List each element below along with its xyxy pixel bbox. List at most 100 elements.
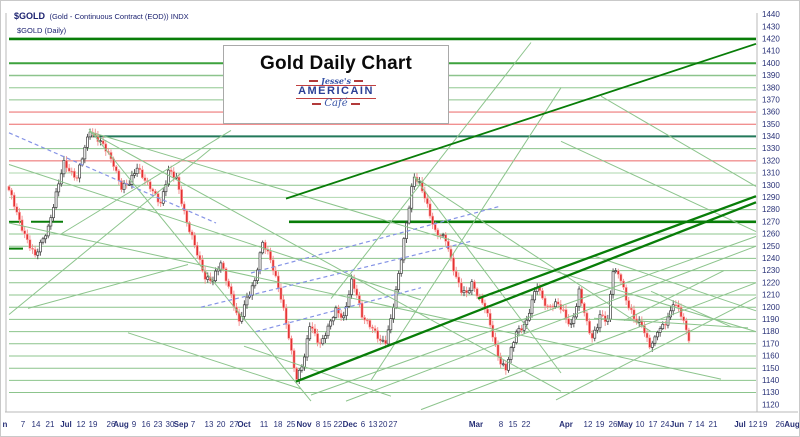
logo-left-dash-icon xyxy=(309,80,319,83)
svg-text:1220: 1220 xyxy=(762,278,780,287)
logo-cafe-text: Café xyxy=(324,97,348,109)
svg-text:20: 20 xyxy=(379,420,388,429)
svg-text:1340: 1340 xyxy=(762,132,780,141)
svg-text:27: 27 xyxy=(230,420,239,429)
svg-text:1290: 1290 xyxy=(762,193,780,202)
chart-header: $GOLD (Gold - Continuous Contract (EOD))… xyxy=(14,5,189,36)
svg-text:18: 18 xyxy=(274,420,283,429)
svg-text:26: 26 xyxy=(107,420,116,429)
svg-text:1210: 1210 xyxy=(762,291,780,300)
svg-text:1420: 1420 xyxy=(762,35,780,44)
svg-text:22: 22 xyxy=(522,420,531,429)
svg-text:12: 12 xyxy=(749,420,758,429)
svg-text:15: 15 xyxy=(509,420,518,429)
svg-text:7: 7 xyxy=(21,420,26,429)
svg-text:19: 19 xyxy=(596,420,605,429)
svg-text:Nov: Nov xyxy=(296,420,312,429)
svg-text:1190: 1190 xyxy=(762,315,780,324)
svg-text:8: 8 xyxy=(316,420,321,429)
svg-text:16: 16 xyxy=(142,420,151,429)
svg-text:25: 25 xyxy=(287,420,296,429)
svg-text:n: n xyxy=(3,420,8,429)
logo-right-dash-icon xyxy=(353,80,363,83)
svg-text:8: 8 xyxy=(499,420,504,429)
svg-text:1370: 1370 xyxy=(762,96,780,105)
svg-text:1300: 1300 xyxy=(762,181,780,190)
svg-text:1270: 1270 xyxy=(762,217,780,226)
symbol-label: $GOLD xyxy=(14,11,46,21)
svg-text:Dec: Dec xyxy=(343,420,358,429)
svg-text:7: 7 xyxy=(688,420,693,429)
chart-title: Gold Daily Chart xyxy=(259,53,413,74)
svg-text:Oct: Oct xyxy=(237,420,251,429)
logo-jesses-text: Jesse's xyxy=(321,76,351,86)
svg-text:Sep: Sep xyxy=(174,420,189,429)
svg-text:12: 12 xyxy=(77,420,86,429)
svg-text:21: 21 xyxy=(709,420,718,429)
svg-text:1250: 1250 xyxy=(762,242,780,251)
svg-text:26: 26 xyxy=(609,420,618,429)
svg-text:1380: 1380 xyxy=(762,83,780,92)
svg-text:24: 24 xyxy=(661,420,670,429)
title-box: Gold Daily Chart Jesse's AMERICAIN Café xyxy=(223,45,449,124)
svg-text:1390: 1390 xyxy=(762,71,780,80)
svg-text:1170: 1170 xyxy=(762,339,780,348)
svg-text:Mar: Mar xyxy=(469,420,483,429)
svg-text:30: 30 xyxy=(166,420,175,429)
svg-text:1230: 1230 xyxy=(762,266,780,275)
svg-text:1240: 1240 xyxy=(762,254,780,263)
svg-text:Jul: Jul xyxy=(60,420,72,429)
svg-text:1260: 1260 xyxy=(762,230,780,239)
svg-text:1360: 1360 xyxy=(762,108,780,117)
svg-text:9: 9 xyxy=(132,420,137,429)
svg-text:1140: 1140 xyxy=(762,376,780,385)
symbol-description: (Gold - Continuous Contract (EOD)) INDX xyxy=(49,12,189,21)
logo-left-dash2-icon xyxy=(312,103,322,106)
svg-text:1440: 1440 xyxy=(762,10,780,19)
logo-americain-text: AMERICAIN xyxy=(296,85,376,99)
svg-text:1350: 1350 xyxy=(762,120,780,129)
svg-text:11: 11 xyxy=(260,420,269,429)
svg-text:1430: 1430 xyxy=(762,22,780,31)
svg-text:14: 14 xyxy=(32,420,41,429)
svg-text:1130: 1130 xyxy=(762,388,780,397)
svg-text:Aug: Aug xyxy=(784,420,800,429)
svg-text:1410: 1410 xyxy=(762,47,780,56)
svg-text:Jul: Jul xyxy=(734,420,746,429)
svg-text:1160: 1160 xyxy=(762,352,780,361)
cafe-logo: Jesse's AMERICAIN Café xyxy=(296,77,376,109)
svg-text:1320: 1320 xyxy=(762,156,780,165)
svg-text:13: 13 xyxy=(369,420,378,429)
svg-text:1120: 1120 xyxy=(762,400,780,409)
svg-text:1400: 1400 xyxy=(762,59,780,68)
svg-text:1280: 1280 xyxy=(762,205,780,214)
svg-text:6: 6 xyxy=(361,420,366,429)
svg-text:20: 20 xyxy=(217,420,226,429)
svg-text:May: May xyxy=(617,420,633,429)
svg-text:23: 23 xyxy=(154,420,163,429)
timeframe-label: $GOLD (Daily) xyxy=(17,25,67,35)
svg-text:12: 12 xyxy=(584,420,593,429)
svg-text:15: 15 xyxy=(323,420,332,429)
svg-text:17: 17 xyxy=(649,420,658,429)
svg-text:27: 27 xyxy=(389,420,398,429)
svg-text:21: 21 xyxy=(46,420,55,429)
svg-text:19: 19 xyxy=(89,420,98,429)
svg-text:1310: 1310 xyxy=(762,169,780,178)
svg-text:Aug: Aug xyxy=(113,420,129,429)
svg-text:Jun: Jun xyxy=(670,420,684,429)
svg-text:14: 14 xyxy=(696,420,705,429)
svg-text:13: 13 xyxy=(205,420,214,429)
svg-text:1200: 1200 xyxy=(762,303,780,312)
svg-text:19: 19 xyxy=(759,420,768,429)
svg-text:22: 22 xyxy=(334,420,343,429)
svg-text:10: 10 xyxy=(636,420,645,429)
svg-text:1150: 1150 xyxy=(762,364,780,373)
svg-text:1330: 1330 xyxy=(762,144,780,153)
svg-text:26: 26 xyxy=(776,420,785,429)
svg-text:1180: 1180 xyxy=(762,327,780,336)
svg-text:7: 7 xyxy=(191,420,196,429)
logo-right-dash2-icon xyxy=(350,103,360,106)
